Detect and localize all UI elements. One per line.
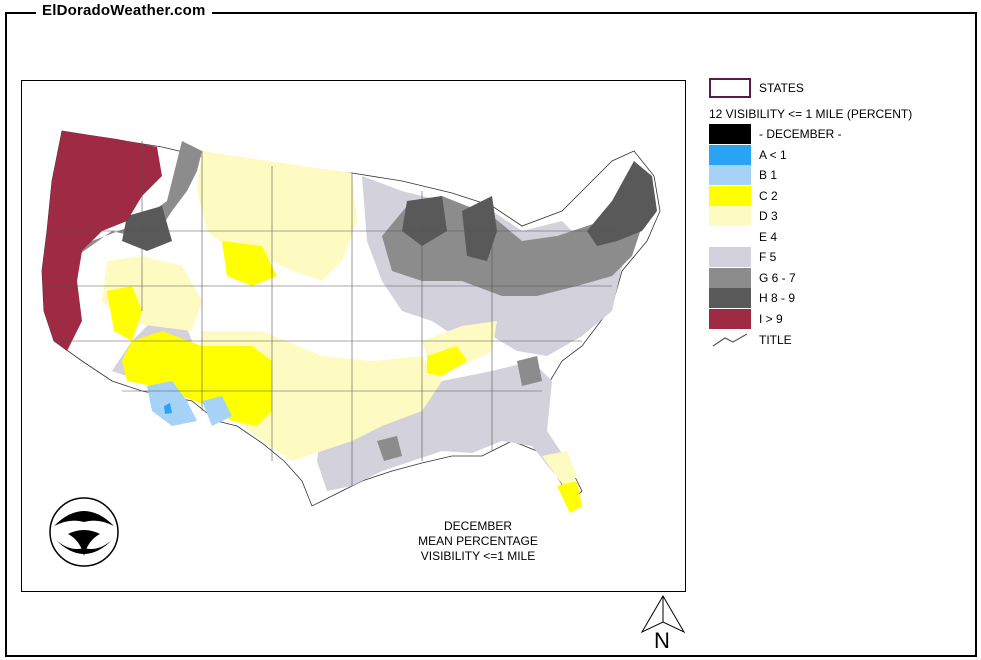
zone-c2-sw: [122, 331, 272, 426]
legend-class-row: E 4: [709, 226, 778, 247]
legend-swatch: [709, 267, 751, 288]
state-lines: [47, 141, 622, 486]
title-line-icon: [712, 333, 748, 347]
legend-swatch: [709, 247, 751, 267]
legend-heading: 12 VISIBILITY <= 1 MILE (PERCENT): [709, 107, 913, 121]
zone-h-michigan: [462, 196, 497, 261]
legend-swatch: [709, 308, 751, 329]
legend-states-row: STATES: [709, 78, 804, 98]
legend-swatch: [709, 288, 751, 308]
legend-title-label: TITLE: [759, 333, 792, 347]
caption-line-2: MEAN PERCENTAGE: [418, 534, 538, 548]
legend-class-row: D 3: [709, 206, 778, 226]
zone-b1-az: [147, 381, 197, 426]
legend-swatch: [709, 124, 751, 144]
noaa-logo: [49, 497, 119, 567]
legend-states-label: STATES: [759, 81, 804, 95]
legend-swatch: [709, 165, 751, 185]
zone-c2-tn: [427, 346, 467, 376]
zone-c2-rockies: [222, 241, 277, 286]
legend-class-label: G 6 - 7: [759, 270, 796, 285]
zone-g-greatlakes: [382, 196, 642, 296]
zone-b1-nm: [202, 396, 232, 426]
us-visibility-map: [41, 130, 661, 513]
legend-class-label: - DECEMBER -: [759, 127, 842, 141]
site-title: ElDoradoWeather.com: [36, 2, 212, 19]
map-caption: DECEMBER MEAN PERCENTAGE VISIBILITY <=1 …: [398, 519, 558, 564]
legend-class-row: H 8 - 9: [709, 288, 795, 308]
legend-class-label: D 3: [759, 209, 778, 223]
states-outline-swatch: [709, 78, 751, 98]
legend-title-row: TITLE: [709, 330, 792, 350]
legend-swatch: [709, 226, 751, 247]
legend-class-label: I > 9: [759, 311, 783, 326]
north-label: N: [654, 628, 670, 653]
caption-line-3: VISIBILITY <=1 MILE: [420, 549, 536, 563]
zone-i-pacific: [42, 131, 162, 351]
legend-class-row: G 6 - 7: [709, 267, 796, 288]
zone-f5-south: [317, 361, 572, 491]
legend-class-label: H 8 - 9: [759, 291, 796, 305]
legend-swatch: [709, 144, 751, 165]
legend-class-label: A < 1: [759, 147, 787, 162]
zone-h-idaho: [122, 206, 172, 251]
map-panel: DECEMBER MEAN PERCENTAGE VISIBILITY <=1 …: [21, 80, 686, 592]
outer-frame: [5, 12, 977, 657]
legend-class-label: B 1: [759, 168, 778, 182]
zone-c2-nv: [107, 286, 142, 341]
legend-class-row: F 5: [709, 247, 776, 267]
legend-swatch: [709, 185, 751, 206]
zone-g-south2: [517, 356, 542, 386]
legend-class-label: F 5: [759, 250, 777, 264]
zone-g-south: [377, 436, 402, 461]
legend-swatch: [709, 206, 751, 226]
legend-class-label: E 4: [759, 229, 778, 244]
zone-h-newengland: [587, 161, 657, 246]
legend-class-row: B 1: [709, 165, 777, 185]
legend-class-label: C 2: [759, 188, 778, 203]
zone-c2-florida: [557, 481, 582, 513]
caption-line-1: DECEMBER: [443, 519, 512, 533]
zone-d3-florida: [542, 451, 577, 491]
legend-class-row: I > 9: [709, 308, 783, 329]
legend-class-row: C 2: [709, 185, 778, 206]
legend-class-row: - DECEMBER -: [709, 124, 842, 144]
zone-a1-spot: [164, 403, 172, 414]
north-arrow-icon: [640, 595, 686, 634]
legend-class-row: A < 1: [709, 144, 787, 165]
zone-h-wisconsin: [402, 196, 447, 246]
